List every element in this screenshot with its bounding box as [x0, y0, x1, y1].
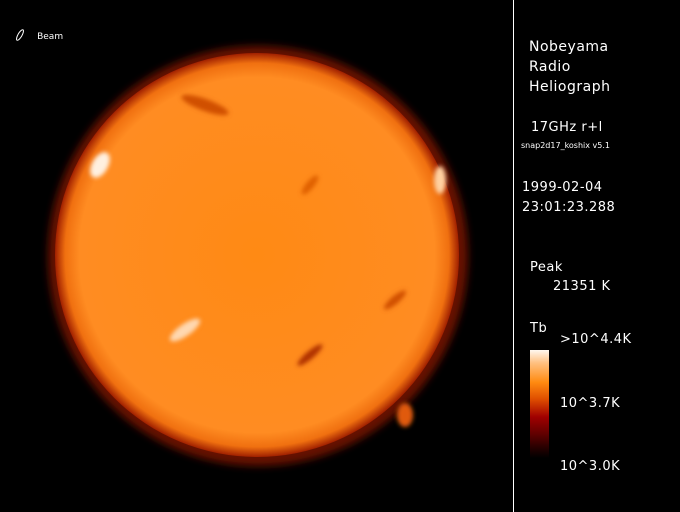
solar-disk-image: [48, 46, 468, 466]
brightness-colorbar: [530, 350, 549, 458]
date-label: 1999-02-04: [522, 180, 603, 195]
frequency-label: 17GHz r+l: [531, 120, 603, 135]
beam-ellipse-icon: [16, 28, 24, 41]
time-label: 23:01:23.288: [522, 200, 616, 215]
title-line-2: Radio: [529, 59, 571, 75]
title-line-1: Nobeyama: [529, 39, 609, 55]
software-label: snap2d17_koshix v5.1: [521, 141, 611, 150]
colorbar-mid-label: 10^3.7K: [560, 396, 621, 411]
colorbar-min-label: 10^3.0K: [560, 459, 621, 474]
beam-indicator: Beam: [14, 24, 63, 43]
colorbar-max-label: >10^4.4K: [560, 332, 632, 347]
panel-divider: [513, 0, 514, 512]
peak-label: Peak: [530, 260, 563, 275]
sun-disk: [55, 53, 459, 457]
active-regions: [90, 94, 446, 427]
peak-value: 21351 K: [553, 279, 611, 294]
beam-label: Beam: [37, 32, 64, 42]
colorbar-title: Tb: [530, 321, 548, 336]
title-line-3: Heliograph: [529, 79, 611, 95]
